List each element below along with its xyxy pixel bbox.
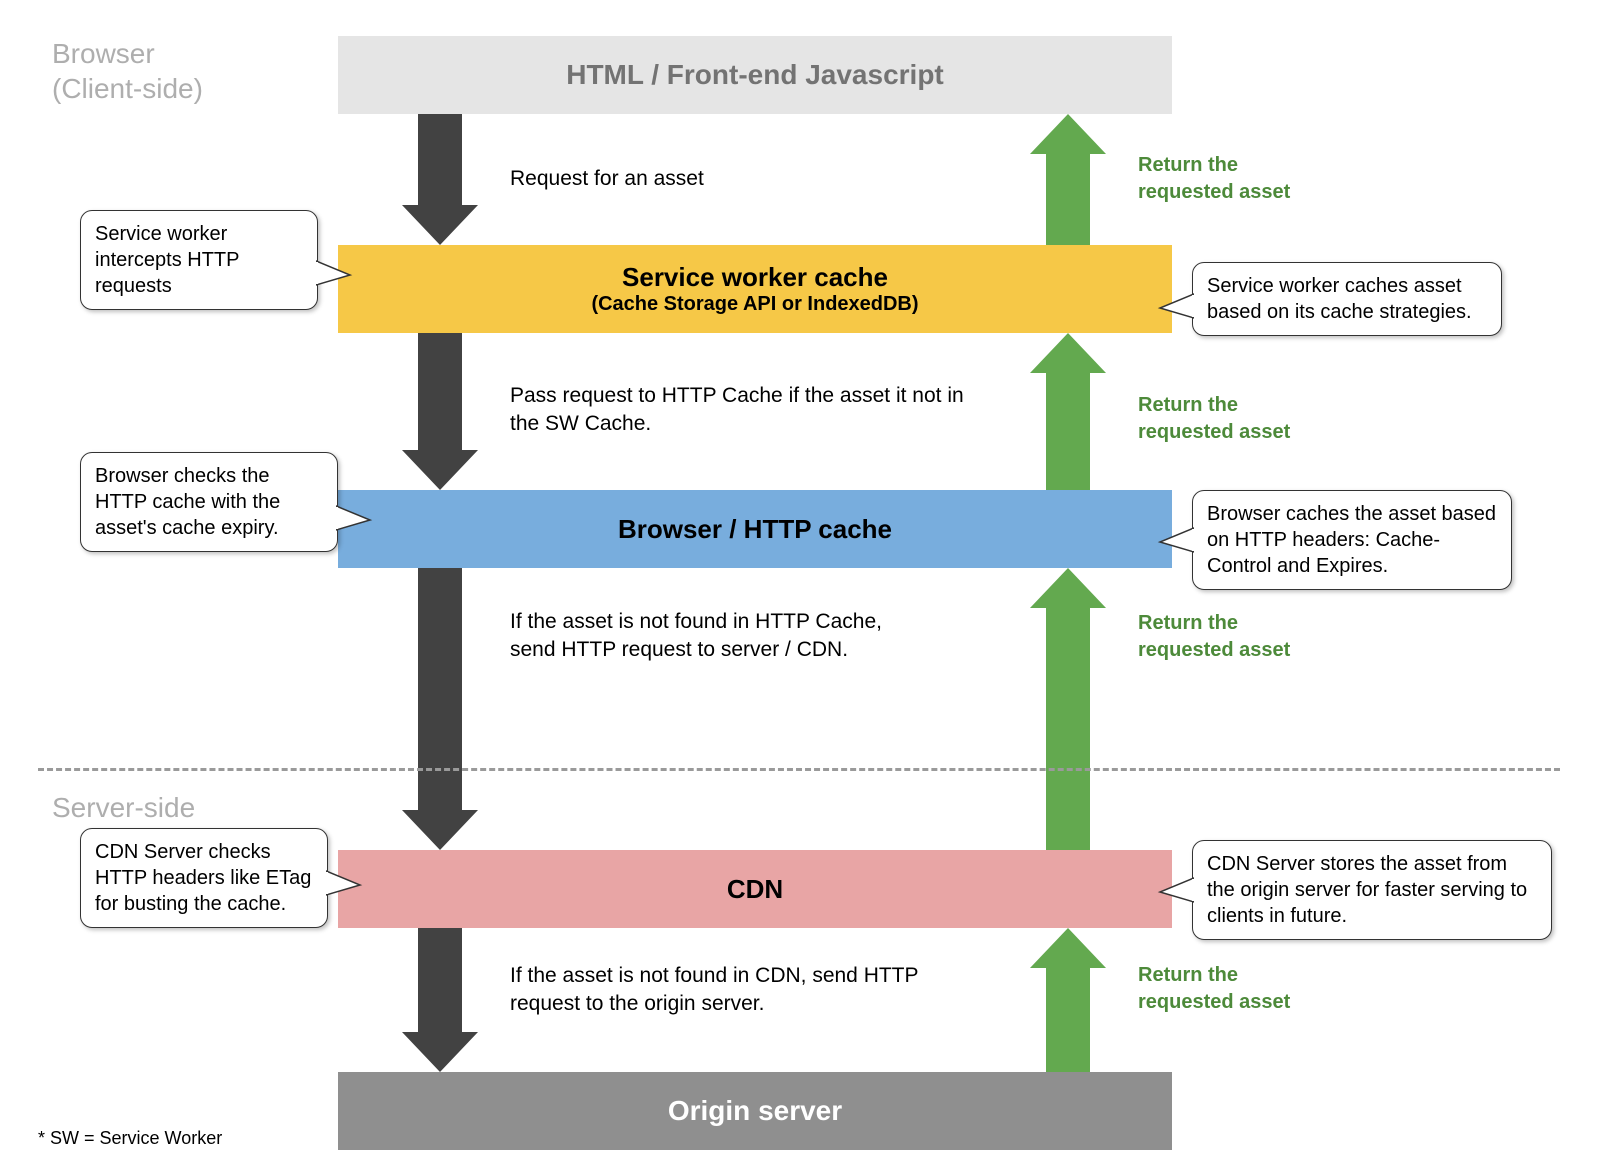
down-arrow-icon <box>402 333 478 490</box>
down-arrow-icon <box>402 114 478 245</box>
up-arrow-icon <box>1030 114 1106 245</box>
section-label-server: Server-side <box>52 790 195 825</box>
footnote: * SW = Service Worker <box>38 1128 222 1149</box>
layer-title: HTML / Front-end Javascript <box>566 59 944 91</box>
callout-tail-icon <box>1154 522 1194 562</box>
return-text: Return the requested asset <box>1138 962 1338 1016</box>
callout-tail-icon <box>1154 872 1194 912</box>
callout-right: Service worker caches asset based on its… <box>1192 262 1502 336</box>
layer-sw: Service worker cache(Cache Storage API o… <box>338 245 1172 333</box>
flow-text: If the asset is not found in CDN, send H… <box>510 962 950 1019</box>
down-arrow-icon <box>402 568 478 850</box>
section-label-sub: (Client-side) <box>52 71 203 106</box>
return-text: Return the requested asset <box>1138 392 1338 446</box>
layer-http: Browser / HTTP cache <box>338 490 1172 568</box>
up-arrow-icon <box>1030 333 1106 490</box>
up-arrow-icon <box>1030 928 1106 1072</box>
callout-tail-icon <box>326 865 366 905</box>
return-text: Return the requested asset <box>1138 610 1338 664</box>
layer-title: Origin server <box>668 1095 842 1127</box>
flow-text: Request for an asset <box>510 165 910 193</box>
section-divider <box>38 768 1560 771</box>
callout-right: Browser caches the asset based on HTTP h… <box>1192 490 1512 590</box>
layer-subtitle: (Cache Storage API or IndexedDB) <box>591 293 918 316</box>
layer-cdn: CDN <box>338 850 1172 928</box>
section-label-browser: Browser(Client-side) <box>52 36 203 106</box>
callout-tail-icon <box>1154 288 1194 328</box>
layer-origin: Origin server <box>338 1072 1172 1150</box>
callout-tail-icon <box>316 255 356 295</box>
callout-tail-icon <box>336 500 376 540</box>
layer-title: Service worker cache <box>622 262 888 293</box>
flow-text: Pass request to HTTP Cache if the asset … <box>510 382 990 439</box>
flow-text: If the asset is not found in HTTP Cache,… <box>510 608 910 665</box>
callout-left: Service worker intercepts HTTP requests <box>80 210 318 310</box>
callout-left: Browser checks the HTTP cache with the a… <box>80 452 338 552</box>
down-arrow-icon <box>402 928 478 1072</box>
up-arrow-icon <box>1030 568 1106 850</box>
return-text: Return the requested asset <box>1138 152 1338 206</box>
callout-left: CDN Server checks HTTP headers like ETag… <box>80 828 328 928</box>
section-label-text: Browser <box>52 36 203 71</box>
layer-title: Browser / HTTP cache <box>618 514 892 545</box>
layer-title: CDN <box>727 874 783 905</box>
callout-right: CDN Server stores the asset from the ori… <box>1192 840 1552 940</box>
layer-html: HTML / Front-end Javascript <box>338 36 1172 114</box>
